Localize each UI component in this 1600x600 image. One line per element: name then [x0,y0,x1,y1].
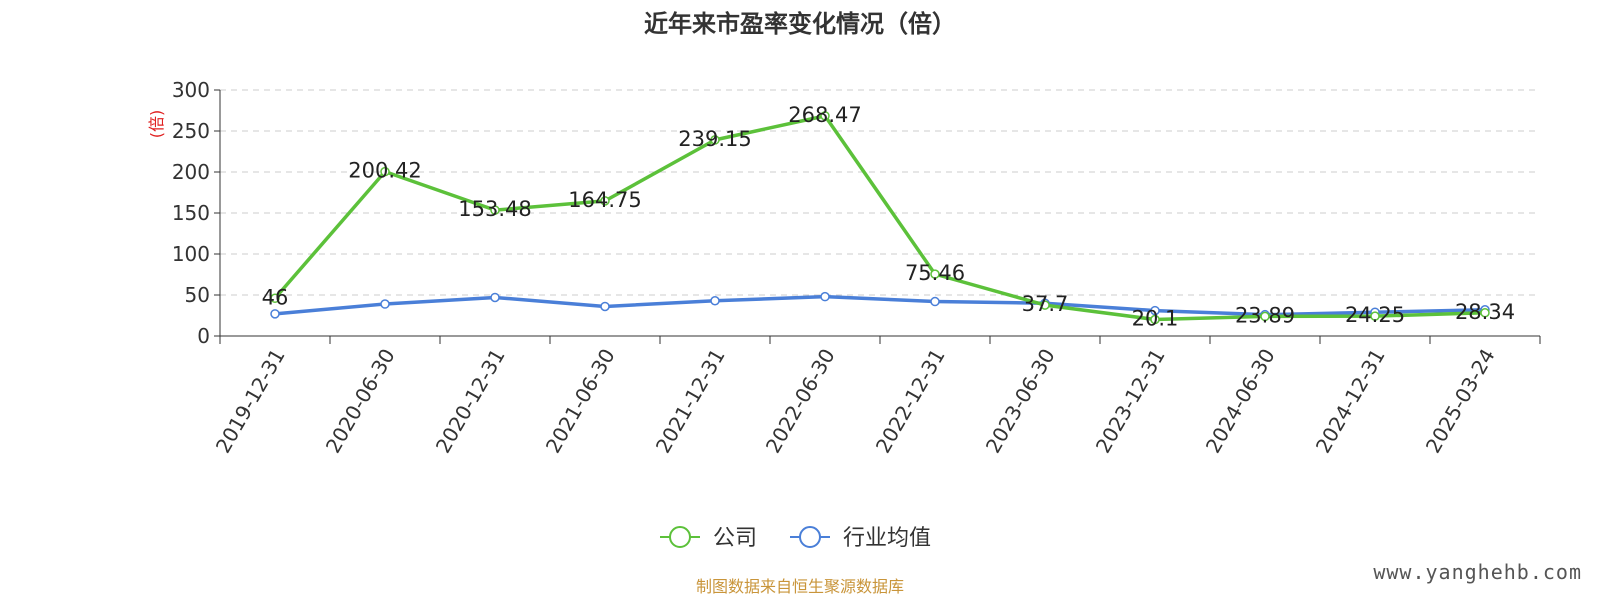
x-tick-label: 2021-12-31 [651,345,730,458]
data-point[interactable] [270,309,280,319]
y-tick-label: 0 [197,324,210,348]
x-tick-label: 2020-06-30 [321,345,400,458]
legend-marker[interactable] [799,526,821,548]
axes: 0 50 100 150 200 250 300 2019-12-31 2020-06-30 20… [172,78,1541,458]
x-tick-label: 2024-12-31 [1311,345,1390,458]
x-tick-label: 2021-06-30 [541,345,620,458]
data-point[interactable] [710,135,720,145]
y-tick-label: 200 [172,160,210,184]
data-point[interactable] [1480,308,1490,318]
data-point[interactable] [380,166,390,177]
data-label: 37.7 [1022,292,1069,316]
y-tick-label: 250 [172,119,210,143]
data-point[interactable] [490,292,500,303]
data-point[interactable] [1370,311,1380,321]
y-tick-label: 300 [172,78,210,102]
data-labels: 46 200.42 153.48 164.75 239.15 268.47 75.46 37.… [262,103,1515,331]
y-tick-label: 100 [172,242,210,266]
legend[interactable]: 公司 行业均值 [660,526,931,551]
data-label: 24.25 [1345,303,1405,327]
data-point[interactable] [380,299,390,309]
series-line-0 [273,114,1486,322]
legend-label[interactable]: 公司 [713,526,757,551]
data-point[interactable] [600,196,610,206]
x-tick-label: 2022-12-31 [871,345,950,458]
data-point[interactable] [1150,314,1160,325]
x-tick-label: 2025-03-24 [1421,345,1500,458]
data-label: 75.46 [905,261,965,285]
series-lines [270,111,1490,325]
series-line-1 [274,294,1486,317]
data-label: 23.89 [1235,303,1295,327]
x-tick-label: 2019-12-31 [211,345,290,458]
data-label: 153.48 [458,197,531,221]
legend-marker[interactable] [669,526,691,548]
data-point[interactable] [930,296,940,307]
data-point[interactable] [1260,311,1270,322]
data-point[interactable] [1040,300,1050,310]
data-point[interactable] [820,111,830,121]
data-point[interactable] [930,269,940,279]
y-tick-label: 50 [185,283,210,307]
x-tick-label: 2020-12-31 [431,345,510,458]
y-axis-label: (倍) [147,110,166,139]
data-label: 164.75 [568,188,641,212]
data-point[interactable] [490,205,500,215]
data-point[interactable] [710,295,720,306]
data-label: 46 [262,285,289,309]
x-tick-label: 2023-06-30 [981,345,1060,458]
x-tick-label: 2024-06-30 [1201,345,1280,458]
source-note: 制图数据来自恒生聚源数据库 [696,577,904,596]
data-point[interactable] [600,301,610,312]
x-tick-label: 2022-06-30 [761,345,840,458]
data-point[interactable] [820,291,830,302]
chart-title: 近年来市盈率变化情况（倍） [644,10,956,38]
grid-lines [220,89,1540,296]
data-label: 200.42 [348,159,421,183]
y-tick-label: 150 [172,201,210,225]
data-label: 28.34 [1455,300,1515,324]
data-label: 268.47 [788,103,861,127]
watermark: www.yanghehb.com [1373,560,1582,584]
x-tick-label: 2023-12-31 [1091,345,1170,458]
data-label: 20.1 [1132,307,1179,331]
data-label: 239.15 [678,127,751,151]
data-point[interactable] [270,293,280,304]
data-point[interactable] [1150,305,1160,316]
legend-label[interactable]: 行业均值 [843,526,931,551]
